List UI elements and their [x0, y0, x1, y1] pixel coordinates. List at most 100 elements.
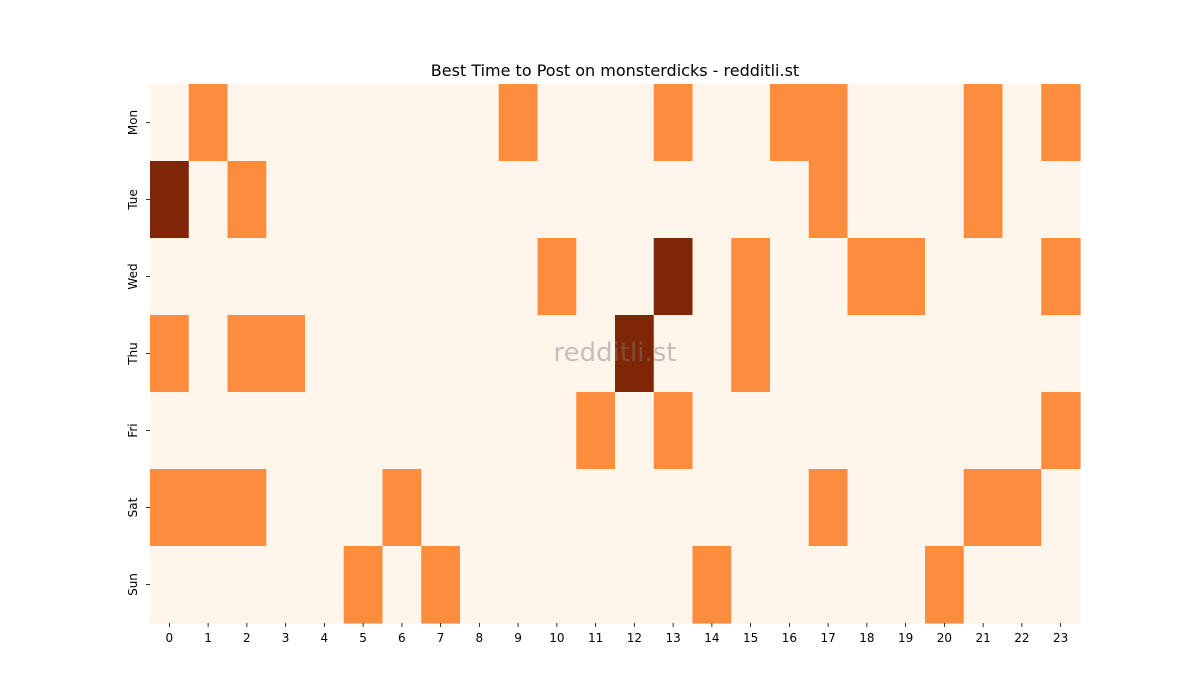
heatmap-cell-fri-21	[963, 392, 1004, 470]
x-tick-label: 11	[588, 631, 603, 645]
heatmap-cell-wed-2	[227, 238, 267, 316]
heatmap-cell-fri-8	[460, 392, 500, 470]
heatmap-cell-wed-7	[421, 238, 461, 316]
heatmap-cell-sat-7	[421, 469, 461, 547]
watermark: redditli.st	[554, 338, 677, 368]
heatmap-cell-mon-21	[963, 84, 1004, 162]
x-tick-label: 20	[937, 631, 952, 645]
heatmap-cell-sat-0	[150, 469, 190, 547]
heatmap-cell-fri-2	[227, 392, 267, 470]
y-axis: Mon Tue Wed Thu Fri Sat Sun	[126, 110, 150, 596]
heatmap-cell-sun-22	[1002, 546, 1042, 624]
x-tick-label: 0	[166, 631, 174, 645]
heatmap-cell-tue-4	[305, 161, 345, 239]
heatmap-cell-fri-23	[1041, 392, 1081, 470]
y-tick-label: Fri	[126, 423, 140, 437]
heatmap-cell-wed-4	[305, 238, 345, 316]
y-tick-label: Thu	[126, 342, 140, 366]
heatmap-cell-tue-1	[188, 161, 229, 239]
heatmap-cell-wed-20	[925, 238, 965, 316]
heatmap-cell-wed-9	[498, 238, 539, 316]
heatmap-cell-sun-23	[1041, 546, 1081, 624]
heatmap-cell-sun-17	[808, 546, 849, 624]
x-tick-label: 10	[549, 631, 564, 645]
x-tick-label: 14	[704, 631, 719, 645]
heatmap-cell-mon-7	[421, 84, 461, 162]
heatmap-cell-sat-22	[1002, 469, 1042, 547]
heatmap-cell-tue-22	[1002, 161, 1042, 239]
y-tick-label: Sun	[126, 573, 140, 596]
heatmap-cell-tue-7	[421, 161, 461, 239]
heatmap-cell-fri-14	[692, 392, 732, 470]
heatmap-cell-wed-17	[808, 238, 849, 316]
heatmap-cell-tue-16	[770, 161, 810, 239]
heatmap-cell-thu-1	[188, 315, 229, 393]
heatmap-cell-fri-11	[576, 392, 616, 470]
heatmap-cell-fri-15	[731, 392, 771, 470]
heatmap-cell-sat-3	[266, 469, 306, 547]
x-tick-label: 8	[476, 631, 484, 645]
heatmap-cell-wed-12	[615, 238, 655, 316]
x-tick-label: 4	[321, 631, 329, 645]
heatmap-cell-wed-18	[847, 238, 887, 316]
heatmap-cell-fri-12	[615, 392, 655, 470]
heatmap-cell-mon-22	[1002, 84, 1042, 162]
heatmap-cell-thu-9	[498, 315, 539, 393]
heatmap-cell-mon-9	[498, 84, 539, 162]
heatmap-cell-wed-21	[963, 238, 1004, 316]
x-tick-label: 1	[204, 631, 212, 645]
chart-title: Best Time to Post on monsterdicks - redd…	[431, 61, 799, 80]
heatmap-cell-tue-23	[1041, 161, 1081, 239]
heatmap-cell-tue-15	[731, 161, 771, 239]
heatmap-cell-wed-11	[576, 238, 616, 316]
heatmap-cell-fri-9	[498, 392, 539, 470]
heatmap-cell-sun-1	[188, 546, 229, 624]
heatmap-cell-sat-8	[460, 469, 500, 547]
heatmap-cell-fri-20	[925, 392, 965, 470]
heatmap-cell-thu-10	[537, 315, 577, 393]
heatmap-cell-sun-18	[847, 546, 887, 624]
x-tick-label: 9	[514, 631, 522, 645]
heatmap-cell-mon-10	[537, 84, 577, 162]
x-tick-label: 22	[1014, 631, 1029, 645]
heatmap-cell-mon-5	[343, 84, 384, 162]
x-tick-label: 18	[859, 631, 874, 645]
heatmap-cell-mon-0	[150, 84, 190, 162]
heatmap-cell-thu-18	[847, 315, 887, 393]
heatmap-cell-tue-14	[692, 161, 732, 239]
heatmap-cell-thu-5	[343, 315, 384, 393]
heatmap-cell-tue-21	[963, 161, 1004, 239]
heatmap-cell-thu-0	[150, 315, 190, 393]
heatmap-cell-wed-22	[1002, 238, 1042, 316]
y-tick-label: Mon	[126, 110, 140, 135]
heatmap-cell-fri-10	[537, 392, 577, 470]
heatmap-cell-sun-8	[460, 546, 500, 624]
heatmap-cell-tue-13	[653, 161, 694, 239]
heatmap-cell-sun-9	[498, 546, 539, 624]
heatmap-cell-mon-19	[886, 84, 926, 162]
heatmap-cell-mon-3	[266, 84, 306, 162]
heatmap-cell-wed-10	[537, 238, 577, 316]
heatmap-cell-sat-23	[1041, 469, 1081, 547]
heatmap-cell-sat-18	[847, 469, 887, 547]
heatmap-cell-fri-18	[847, 392, 887, 470]
heatmap-cell-mon-8	[460, 84, 500, 162]
heatmap-cell-tue-6	[382, 161, 422, 239]
heatmap-cell-thu-17	[808, 315, 849, 393]
heatmap-cell-sun-5	[343, 546, 384, 624]
heatmap-cell-thu-3	[266, 315, 306, 393]
x-tick-label: 19	[898, 631, 913, 645]
heatmap-cell-mon-18	[847, 84, 887, 162]
heatmap-cell-wed-1	[188, 238, 229, 316]
heatmap-cell-wed-3	[266, 238, 306, 316]
heatmap-cell-wed-15	[731, 238, 771, 316]
heatmap-cell-thu-13	[653, 315, 694, 393]
heatmap-cell-mon-13	[653, 84, 694, 162]
heatmap-cell-tue-2	[227, 161, 267, 239]
y-tick-label: Wed	[126, 263, 140, 289]
heatmap-cell-fri-1	[188, 392, 229, 470]
x-tick-label: 6	[398, 631, 406, 645]
heatmap-cell-sat-4	[305, 469, 345, 547]
heatmap-cell-thu-8	[460, 315, 500, 393]
